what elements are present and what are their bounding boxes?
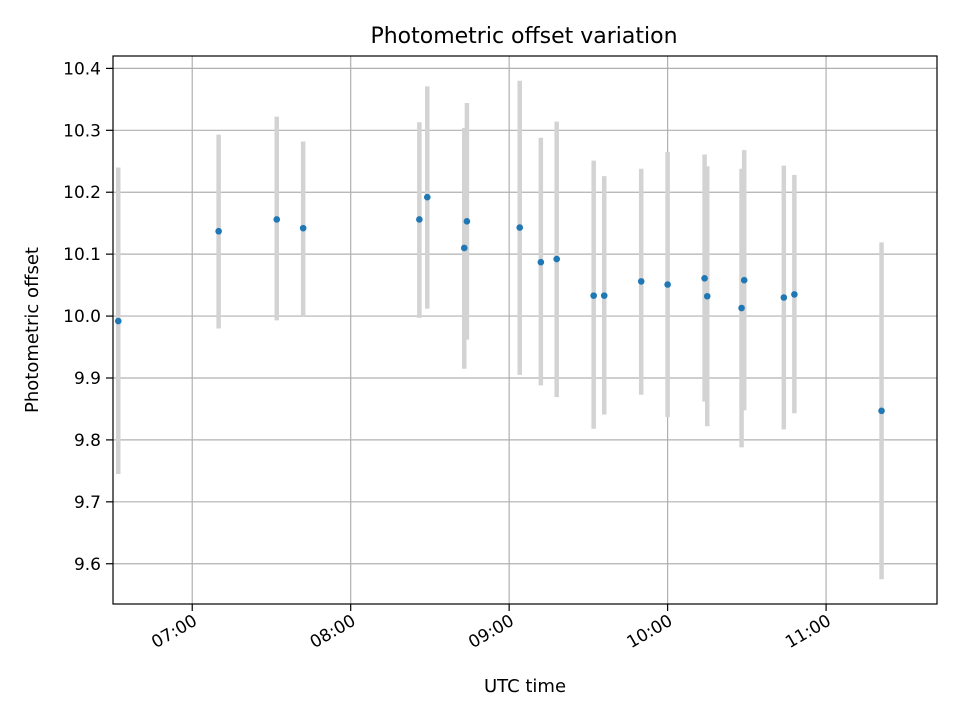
data-point [460, 244, 468, 252]
data-point [791, 291, 798, 298]
grid [113, 56, 937, 604]
data-point [664, 281, 671, 288]
data-point [590, 292, 597, 299]
data-point [114, 317, 122, 325]
x-axis: 07:00 08:00 09:00 10:00 11:00 [148, 604, 835, 653]
y-tick-label: 9.6 [74, 555, 101, 575]
y-tick-label: 9.8 [74, 431, 101, 451]
data-point [740, 276, 748, 284]
data-point [703, 292, 711, 300]
data-points [114, 193, 885, 415]
y-axis: 9.6 9.7 9.8 9.9 10.0 10.1 10.2 10.3 10.4 [63, 59, 113, 575]
y-tick-label: 10.1 [63, 245, 101, 265]
y-tick-label: 10.2 [63, 183, 101, 203]
data-point [780, 294, 788, 301]
data-point [738, 304, 745, 312]
x-tick-label: 09:00 [465, 611, 517, 653]
y-tick-label: 10.3 [63, 121, 101, 141]
data-point [537, 258, 545, 266]
data-point [273, 216, 281, 223]
data-point [516, 224, 524, 231]
data-point [463, 218, 471, 225]
data-point [637, 278, 645, 285]
y-tick-label: 10.0 [63, 307, 101, 327]
y-tick-label: 9.7 [74, 493, 101, 513]
data-point [600, 292, 608, 299]
plot-frame [112, 55, 938, 605]
data-point [553, 255, 560, 263]
x-tick-label: 07:00 [148, 611, 200, 653]
chart-title: Photometric offset variation [370, 24, 677, 49]
data-point [423, 193, 431, 201]
data-point [878, 407, 885, 415]
x-tick-label: 10:00 [624, 611, 676, 653]
y-tick-label: 10.4 [63, 59, 101, 79]
x-tick-label: 08:00 [307, 611, 359, 653]
y-axis-label: Photometric offset [22, 247, 43, 413]
data-point [416, 216, 423, 223]
data-point [215, 227, 222, 235]
error-bars [116, 80, 884, 580]
data-point [299, 224, 307, 232]
data-point [701, 274, 708, 282]
x-axis-label: UTC time [484, 676, 566, 697]
x-tick-label: 11:00 [782, 611, 834, 653]
y-tick-label: 9.9 [74, 369, 101, 389]
